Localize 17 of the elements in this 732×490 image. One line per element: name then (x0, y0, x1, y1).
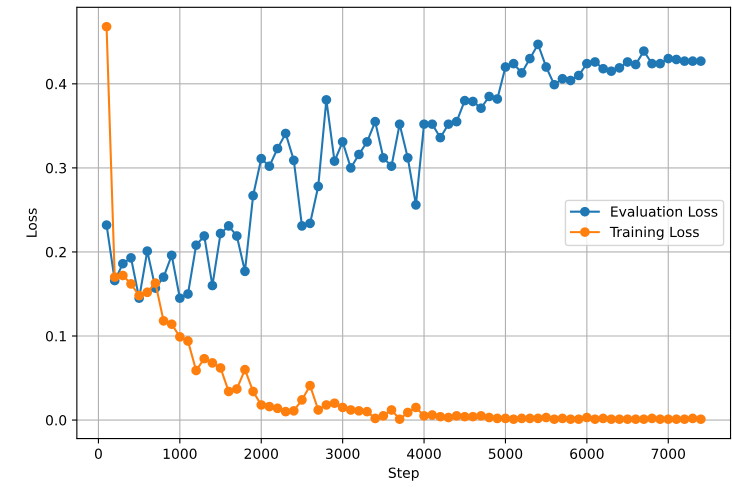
y-axis-title: Loss (26, 208, 37, 237)
x-tick-label: 3000 (326, 448, 360, 460)
x-tick-label: 7000 (652, 448, 686, 460)
x-tick-label: 1000 (164, 448, 197, 460)
y-tick-label: 0.0 (46, 415, 66, 426)
y-tick-label: 0.3 (46, 162, 66, 174)
y-tick-label: 0.4 (46, 78, 66, 90)
y-tick-label: 0.1 (46, 330, 66, 342)
x-tick-label: 4000 (407, 448, 441, 460)
x-tick-label: 2000 (244, 448, 278, 460)
x-tick-label: 6000 (570, 448, 604, 460)
y-tick-label: 0.2 (46, 246, 66, 258)
legend-label: Evaluation Loss (611, 206, 718, 217)
legend-label: Training Loss (610, 226, 699, 240)
x-tick-label: 0 (94, 448, 102, 460)
x-tick-label: 5000 (488, 448, 522, 460)
x-axis-title: Step (388, 468, 419, 481)
